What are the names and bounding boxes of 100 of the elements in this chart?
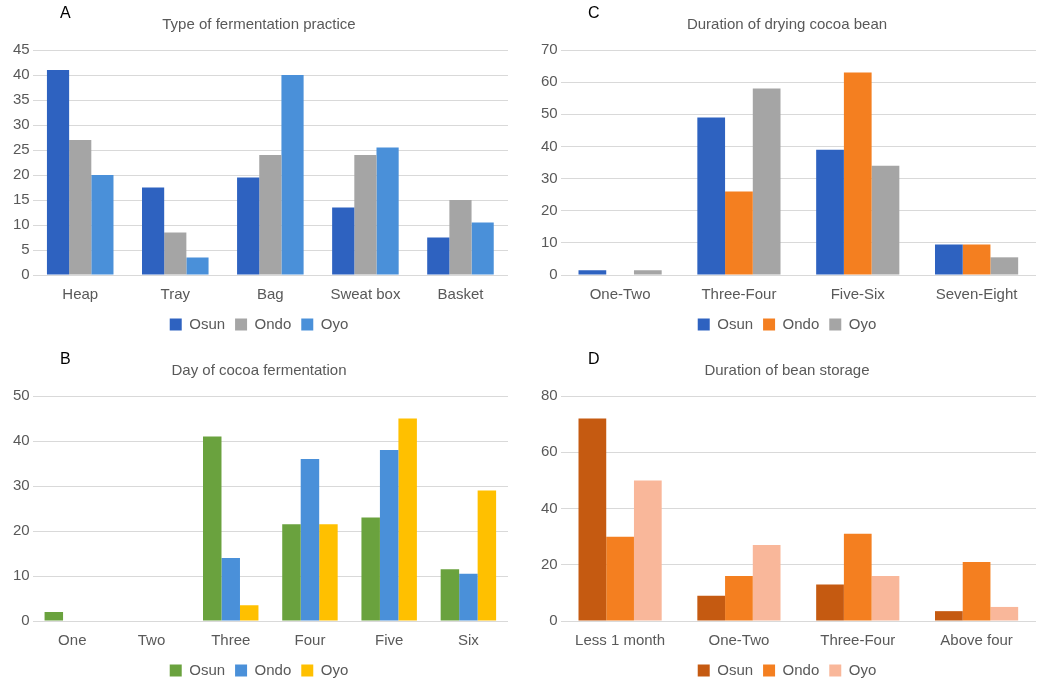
y-tick-label: 0 <box>21 611 30 629</box>
bar <box>46 70 70 275</box>
bar <box>300 459 320 621</box>
bar <box>259 155 282 275</box>
y-tick-label: 30 <box>13 115 30 133</box>
bar <box>186 257 209 275</box>
y-tick-label: 5 <box>21 240 30 258</box>
bar <box>69 140 92 275</box>
bar <box>935 244 963 275</box>
chart-title: Duration of drying cocoa bean <box>686 15 888 33</box>
x-tick-label: Seven-Eight <box>935 285 1019 303</box>
x-tick-label: Five-Six <box>830 285 886 303</box>
x-tick-label: One <box>58 631 87 649</box>
x-tick-label: Heap <box>62 285 99 303</box>
bar <box>697 117 726 275</box>
y-tick-label: 0 <box>21 265 30 283</box>
bar <box>962 244 991 275</box>
y-tick-label: 10 <box>541 233 558 250</box>
y-tick-label: 25 <box>13 140 30 158</box>
chart-title: Type of fermentation practice <box>162 15 356 33</box>
legend-label: Ondo <box>782 314 820 332</box>
bar <box>354 155 377 275</box>
x-tick-label: Three <box>211 631 251 649</box>
bar <box>142 187 165 275</box>
bar <box>440 569 460 621</box>
bar <box>282 524 301 621</box>
legend-label: Osun <box>717 660 754 678</box>
bar <box>962 561 991 621</box>
x-tick-label: Tray <box>160 285 191 303</box>
bar <box>44 612 64 621</box>
bar <box>427 237 450 275</box>
bar <box>725 191 753 275</box>
bar <box>816 149 844 275</box>
y-tick-label: 20 <box>541 200 558 218</box>
y-tick-label: 40 <box>13 431 30 449</box>
y-tick-label: 30 <box>13 476 30 494</box>
x-tick-label: Basket <box>437 285 485 303</box>
y-tick-label: 40 <box>13 65 30 83</box>
chart-title: Duration of bean storage <box>704 361 870 379</box>
legend-label: Ondo <box>782 660 820 678</box>
bar <box>203 436 222 621</box>
bar <box>471 222 494 275</box>
legend-label: Osun <box>189 314 226 332</box>
x-tick-label: One-Two <box>708 631 770 649</box>
y-tick-label: 40 <box>541 136 558 154</box>
legend-label: Oyo <box>320 660 349 678</box>
chart-title: Day of cocoa fermentation <box>171 361 347 379</box>
x-tick-label: Two <box>137 631 166 649</box>
bar <box>725 576 753 621</box>
bar <box>376 147 399 275</box>
bar <box>332 207 355 275</box>
x-tick-label: Sweat box <box>330 285 401 303</box>
bar <box>843 72 872 275</box>
y-tick-label: 0 <box>549 611 558 629</box>
bar <box>752 88 781 275</box>
bar <box>871 165 900 275</box>
y-tick-label: 60 <box>541 72 558 90</box>
bar <box>633 270 662 275</box>
bar <box>606 536 634 621</box>
bar <box>633 480 662 621</box>
bar <box>843 533 872 621</box>
bar <box>449 200 472 275</box>
y-tick-label: 20 <box>13 521 30 539</box>
bar <box>361 517 380 621</box>
y-tick-label: 60 <box>541 442 558 460</box>
y-tick-label: 10 <box>13 566 30 584</box>
bar <box>459 573 478 621</box>
y-tick-label: 15 <box>13 190 30 208</box>
bar <box>578 418 607 621</box>
legend-label: Oyo <box>848 314 877 332</box>
bar <box>477 490 497 621</box>
y-tick-label: 20 <box>541 554 558 572</box>
text: C <box>588 4 600 22</box>
bar <box>221 558 240 621</box>
y-tick-label: 80 <box>541 386 558 404</box>
legend-label: Ondo <box>254 314 292 332</box>
x-tick-label: Above four <box>940 631 1013 649</box>
bar <box>379 450 399 621</box>
y-tick-label: 10 <box>13 215 30 233</box>
x-tick-label: Three-Four <box>701 285 777 303</box>
x-tick-label: Four <box>294 631 326 649</box>
y-tick-label: 0 <box>549 265 558 283</box>
legend-label: Oyo <box>848 660 877 678</box>
x-tick-label: Three-Four <box>820 631 896 649</box>
bar <box>990 257 1019 275</box>
legend-label: Oyo <box>320 314 349 332</box>
bar <box>91 175 114 275</box>
bar <box>319 524 338 621</box>
x-tick-label: Six <box>457 631 480 649</box>
y-tick-label: 70 <box>541 40 558 58</box>
y-tick-label: 50 <box>13 386 30 404</box>
x-tick-label: Bag <box>256 285 284 303</box>
y-tick-label: 45 <box>13 40 30 58</box>
y-tick-label: 30 <box>541 168 558 186</box>
text: D <box>588 350 600 368</box>
bar <box>237 177 260 275</box>
bar <box>398 418 417 621</box>
y-tick-label: 20 <box>13 165 30 183</box>
bar <box>697 595 726 621</box>
text: B <box>60 350 71 368</box>
